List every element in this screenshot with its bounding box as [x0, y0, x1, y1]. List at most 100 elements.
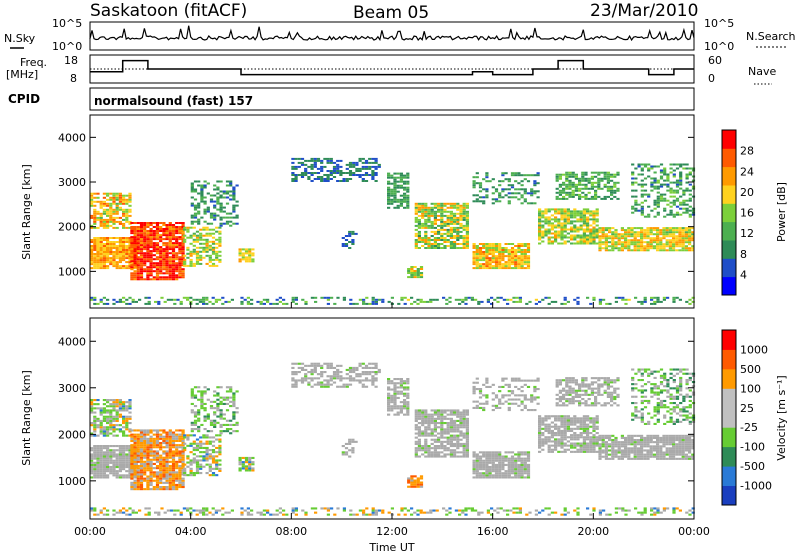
velocity-cell: [355, 379, 359, 382]
power-cell: [348, 172, 353, 174]
velocity-cell: [195, 467, 200, 470]
power-cell: [459, 216, 463, 219]
power-cell: [251, 254, 255, 257]
power-cell: [159, 260, 163, 263]
power-cell: [665, 245, 669, 248]
power-cell: [368, 157, 372, 160]
power-cell: [640, 195, 644, 198]
velocity-cell: [90, 461, 94, 464]
velocity-cell: [122, 451, 126, 454]
velocity-cell: [136, 444, 140, 447]
velocity-cell: [149, 446, 153, 449]
power-cell: [93, 249, 97, 251]
power-cell: [592, 240, 596, 243]
power-cell: [433, 216, 437, 219]
power-cell: [168, 252, 172, 255]
power-cell: [507, 267, 511, 270]
velocity-cell: [208, 449, 212, 452]
power-cell: [96, 267, 100, 270]
power-cell: [102, 267, 106, 270]
power-cell: [563, 242, 567, 245]
velocity-cell: [358, 375, 362, 378]
power-cell: [326, 161, 330, 164]
velocity-cell: [189, 451, 193, 454]
velocity-cell: [149, 479, 153, 482]
power-cell: [504, 267, 508, 270]
velocity-cell: [178, 486, 182, 489]
power-cell: [465, 224, 469, 227]
power-cell: [125, 202, 129, 205]
velocity-cell: [193, 415, 198, 418]
power-cell: [669, 205, 673, 208]
power-cell: [493, 298, 497, 301]
velocity-cell: [102, 426, 106, 429]
power-cell: [102, 253, 106, 255]
velocity-cell: [115, 424, 119, 427]
velocity-cell: [175, 473, 179, 476]
power-cell: [102, 257, 106, 260]
power-cell: [453, 243, 457, 245]
power-cell: [227, 300, 231, 303]
power-cell: [520, 196, 524, 199]
power-cell: [175, 232, 179, 235]
velocity-cell: [181, 452, 185, 455]
velocity-cell: [93, 445, 97, 448]
velocity-cell: [130, 437, 134, 440]
velocity-cell: [433, 409, 437, 412]
velocity-cell: [387, 403, 391, 406]
velocity-cell: [244, 456, 249, 459]
velocity-cell: [354, 440, 358, 443]
velocity-cell: [393, 378, 397, 381]
power-cell: [430, 230, 434, 233]
power-cell: [517, 243, 521, 245]
power-cell: [143, 224, 147, 226]
velocity-cell: [133, 486, 137, 489]
power-cell: [578, 177, 582, 180]
power-cell: [348, 232, 352, 235]
power-cell: [229, 180, 233, 183]
velocity-cell: [339, 364, 343, 367]
velocity-cell: [159, 462, 163, 465]
power-cell: [336, 163, 340, 166]
power-cell: [633, 245, 637, 248]
power-cell: [574, 183, 578, 186]
power-cell: [307, 159, 311, 162]
power-cell: [96, 259, 100, 262]
power-cell: [582, 232, 586, 235]
power-cell: [146, 276, 150, 279]
power-cell: [675, 199, 680, 202]
power-cell: [130, 278, 134, 281]
power-cell: [216, 192, 220, 195]
velocity-cell: [171, 458, 176, 461]
power-cell: [90, 251, 94, 253]
power-cell: [526, 251, 531, 253]
power-cell: [197, 210, 201, 213]
velocity-cell: [115, 449, 119, 452]
power-cell: [604, 237, 608, 240]
power-cell: [504, 172, 508, 175]
velocity-cell: [118, 455, 122, 458]
velocity-cell: [215, 455, 219, 458]
power-cell: [643, 247, 647, 250]
power-cell: [656, 191, 660, 194]
power-cell: [627, 227, 631, 230]
velocity-cell: [294, 383, 298, 386]
power-cell: [462, 241, 466, 243]
velocity-cell: [139, 444, 144, 447]
power-cell: [445, 298, 449, 301]
power-cell: [115, 253, 119, 255]
velocity-cell: [206, 388, 210, 391]
power-cell: [393, 190, 397, 193]
power-cell: [162, 268, 166, 271]
power-cell: [502, 298, 506, 301]
velocity-cell: [417, 432, 421, 435]
power-cell: [574, 177, 578, 180]
power-cell: [96, 243, 100, 245]
velocity-cell: [443, 432, 447, 435]
power-cell: [152, 262, 156, 265]
power-cell: [430, 202, 434, 205]
power-cell: [453, 212, 457, 215]
power-cell: [112, 245, 116, 247]
velocity-cell: [215, 474, 219, 477]
power-cell: [669, 201, 673, 204]
